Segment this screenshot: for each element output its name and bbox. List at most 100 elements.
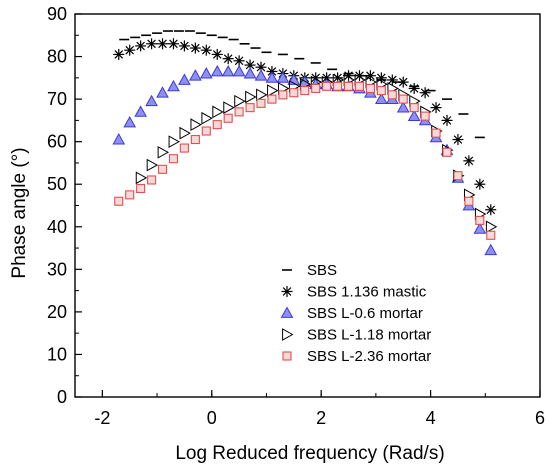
y-tick-label: 30	[47, 259, 67, 279]
data-point	[189, 42, 201, 54]
data-point	[232, 64, 246, 77]
data-point	[354, 81, 365, 91]
data-point	[136, 183, 146, 194]
data-point	[409, 103, 419, 113]
data-point	[124, 44, 136, 56]
x-tick-label: 2	[316, 408, 326, 428]
data-point	[179, 143, 189, 153]
x-axis-title: Log Reduced frequency (Rad/s)	[175, 443, 444, 464]
y-tick-label: 60	[47, 132, 67, 152]
data-point	[244, 59, 256, 71]
data-point	[211, 48, 223, 60]
data-point	[112, 133, 126, 145]
data-point	[114, 196, 124, 206]
data-point	[146, 158, 159, 172]
data-point	[135, 40, 147, 52]
legend-label: SBS 1.136 mastic	[307, 284, 427, 301]
data-point	[486, 230, 496, 240]
data-point	[157, 164, 168, 174]
data-point	[289, 88, 299, 98]
data-point	[441, 114, 453, 126]
data-point	[276, 71, 290, 83]
legend-item: SBS L-0.6 mortar	[280, 305, 423, 322]
data-point	[267, 84, 279, 97]
data-point	[322, 81, 332, 91]
data-point	[408, 82, 420, 94]
data-point	[157, 38, 169, 50]
data-point	[190, 134, 200, 145]
legend-item: SBS 1.136 mastic	[281, 284, 427, 301]
data-point	[452, 134, 464, 146]
y-tick-label: 50	[47, 174, 67, 194]
series-4	[114, 81, 496, 240]
data-point	[157, 145, 170, 159]
legend-label: SBS L-2.36 mortar	[307, 348, 431, 365]
data-point	[222, 53, 234, 65]
data-point	[178, 73, 191, 85]
data-point	[387, 90, 397, 100]
legend-marker	[281, 286, 293, 297]
data-point	[134, 105, 147, 117]
data-point	[234, 94, 246, 108]
data-point	[212, 105, 224, 119]
y-tick-label: 10	[47, 344, 67, 364]
legend-item: SBS	[282, 262, 337, 279]
series-1	[113, 38, 497, 216]
data-point	[179, 126, 191, 140]
legend-marker	[282, 351, 292, 361]
data-point	[375, 72, 387, 84]
data-point	[223, 113, 233, 123]
series-3	[135, 73, 498, 234]
data-point	[123, 115, 137, 128]
data-point	[485, 204, 497, 216]
data-point	[386, 74, 398, 86]
data-point	[267, 94, 277, 104]
data-point	[430, 102, 442, 114]
data-point	[419, 87, 431, 99]
data-point	[375, 92, 388, 105]
data-point	[278, 90, 288, 100]
data-point	[265, 71, 279, 83]
data-point	[146, 38, 158, 50]
x-tick-label: 0	[207, 408, 217, 428]
y-axis-title: Phase angle (°)	[9, 147, 30, 278]
data-point	[431, 128, 441, 138]
data-point	[420, 111, 430, 121]
data-point	[212, 120, 222, 130]
data-point	[453, 171, 463, 181]
data-point	[168, 135, 181, 149]
data-point	[201, 111, 213, 125]
data-point	[223, 101, 235, 114]
legend-marker	[282, 328, 294, 341]
x-tick-label: 6	[535, 408, 545, 428]
data-point	[245, 103, 255, 113]
legend-item: SBS L-2.36 mortar	[282, 348, 431, 365]
data-point	[201, 126, 211, 136]
data-point	[256, 88, 268, 102]
data-point	[333, 81, 343, 91]
data-point	[475, 215, 485, 225]
legend-label: SBS	[307, 262, 337, 279]
legend: SBS SBS 1.136 mastic SBS L-0.6 mortar SBS L…	[280, 262, 431, 365]
data-point	[199, 67, 213, 79]
data-point	[463, 155, 475, 167]
data-point	[113, 48, 125, 60]
data-point	[147, 175, 157, 185]
legend-marker	[280, 306, 294, 318]
y-tick-label: 90	[47, 4, 67, 24]
data-point	[233, 55, 245, 67]
data-point	[365, 83, 375, 94]
y-tick-label: 40	[47, 217, 67, 237]
data-point	[364, 70, 376, 82]
data-point	[398, 94, 408, 104]
data-point	[311, 83, 321, 94]
data-point	[396, 101, 410, 113]
data-point	[300, 86, 310, 96]
data-point	[200, 44, 212, 56]
legend-item: SBS L-1.18 mortar	[282, 327, 431, 344]
series-2	[112, 64, 498, 256]
data-point	[210, 64, 224, 77]
